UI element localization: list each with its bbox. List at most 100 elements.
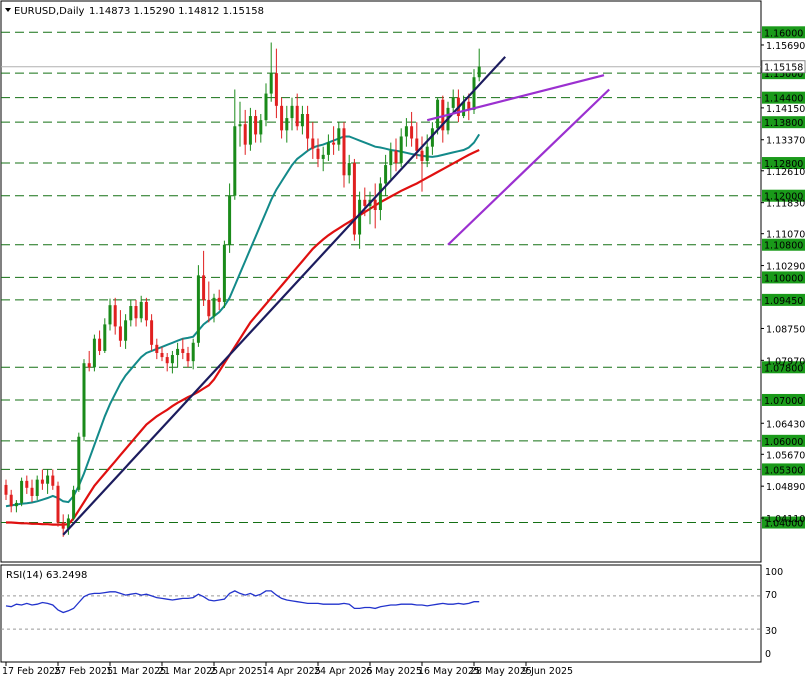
candle-bull	[139, 301, 143, 319]
x-tick-label: 6 May 2025	[366, 666, 422, 677]
candles	[4, 42, 481, 537]
rsi-level-70: 70	[765, 590, 777, 601]
candle-bull	[72, 489, 76, 519]
candle-bear	[363, 199, 367, 206]
candle-bull	[124, 320, 128, 341]
candle-bull	[14, 502, 18, 507]
level-label: 1.05300	[764, 465, 803, 476]
candle-bear	[311, 138, 315, 149]
candle-bull	[238, 124, 242, 127]
candle-bear	[410, 126, 414, 139]
y-tick-label: 1.14150	[766, 104, 805, 115]
level-label-bg	[762, 463, 805, 476]
candle-bear	[98, 338, 102, 351]
x-tick-label: 2 Apr 2025	[210, 666, 263, 677]
candle-bull	[399, 136, 403, 164]
candle-bull	[196, 275, 200, 343]
x-tick-label: 16 May 2025	[418, 666, 480, 677]
candle-bear	[394, 150, 398, 164]
y-tick-label: 1.06430	[766, 419, 805, 430]
rsi-label: RSI(14) 63.2498	[6, 570, 87, 581]
level-label: 1.14400	[764, 94, 803, 105]
candle-bear	[202, 275, 206, 300]
y-tick-label: 1.12610	[766, 167, 805, 178]
candle-bull	[77, 436, 81, 490]
candle-bull	[425, 146, 429, 161]
candle-bull	[326, 142, 330, 155]
price-panel	[0, 0, 762, 563]
level-label: 1.12800	[764, 159, 803, 170]
level-label-bg	[762, 293, 805, 306]
level-label-bg	[762, 238, 805, 251]
candle-bear	[373, 199, 377, 211]
candle-bull	[228, 195, 232, 245]
candle-bull	[269, 73, 273, 94]
candle-bull	[358, 199, 362, 235]
current-price-label-bg	[761, 60, 806, 74]
level-label-bg	[762, 361, 805, 374]
x-tick-label: 9 Jun 2025	[522, 666, 573, 677]
level-label: 1.07800	[764, 363, 803, 374]
rsi-panel	[0, 564, 762, 663]
candle-bull	[290, 105, 294, 119]
x-tick-label: 11 Mar 2025	[106, 666, 166, 677]
candle-bear	[186, 352, 190, 362]
candle-bull	[170, 355, 174, 364]
candle-bull	[103, 324, 107, 351]
candle-bear	[467, 101, 471, 110]
candle-bear	[316, 148, 320, 159]
candle-bull	[82, 363, 86, 437]
candle-bear	[144, 301, 148, 321]
candle-bear	[118, 326, 122, 341]
candle-bull	[248, 116, 252, 145]
x-tick-label: 14 Apr 2025	[262, 666, 321, 677]
chart-header: EURUSD,Daily 1.14873 1.15290 1.14812 1.1…	[5, 6, 264, 17]
candle-bear	[25, 480, 29, 488]
y-tick-label: 1.15690	[766, 41, 805, 52]
candle-bull	[451, 97, 455, 108]
candle-bear	[420, 150, 424, 161]
candle-bull	[191, 342, 195, 362]
candle-bear	[342, 128, 346, 176]
candle-bull	[20, 480, 24, 503]
level-label: 1.16000	[764, 28, 803, 39]
y-tick-label: 1.04890	[766, 482, 805, 493]
x-tick-label: 28 May 2025	[470, 666, 532, 677]
rsi-level-100: 100	[765, 567, 783, 578]
trendline-purple	[447, 88, 610, 246]
x-tick-label: 24 Apr 2025	[314, 666, 373, 677]
y-tick-label: 1.11070	[766, 230, 805, 241]
candle-bear	[30, 487, 34, 496]
candle-bear	[415, 138, 419, 151]
collapse-triangle-icon[interactable]	[5, 8, 11, 12]
candle-bull	[233, 126, 237, 196]
candle-bear	[51, 475, 55, 486]
candle-bear	[207, 299, 211, 317]
candle-bear	[113, 305, 117, 327]
candle-bull	[430, 128, 434, 147]
y-tick-label: 1.10290	[766, 262, 805, 273]
level-label-bg	[762, 91, 805, 104]
candle-bull	[108, 305, 112, 325]
trendline-navy	[62, 56, 507, 536]
y-tick-label: 1.08750	[766, 324, 805, 335]
candle-bear	[61, 522, 65, 529]
rsi-indicator	[1, 590, 761, 630]
y-tick-label: 1.07970	[766, 356, 805, 367]
candle-bull	[129, 306, 133, 321]
candle-bull	[259, 120, 263, 135]
level-label: 1.10800	[764, 241, 803, 252]
level-label-bg	[762, 26, 805, 39]
candle-bull	[66, 518, 70, 529]
candle-bear	[56, 485, 60, 523]
candle-bear	[217, 297, 221, 302]
candle-bull	[477, 66, 481, 78]
candle-bear	[160, 352, 164, 358]
candle-bull	[389, 150, 393, 166]
level-label: 1.13800	[764, 118, 803, 129]
candle-bull	[92, 338, 96, 368]
candle-bear	[332, 142, 336, 145]
candle-bear	[165, 357, 169, 364]
y-tick-label: 1.11830	[766, 199, 805, 210]
